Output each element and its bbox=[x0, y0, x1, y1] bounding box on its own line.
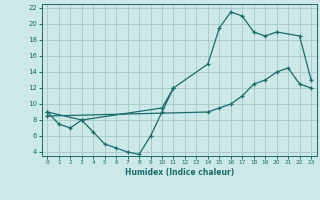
X-axis label: Humidex (Indice chaleur): Humidex (Indice chaleur) bbox=[124, 168, 234, 177]
